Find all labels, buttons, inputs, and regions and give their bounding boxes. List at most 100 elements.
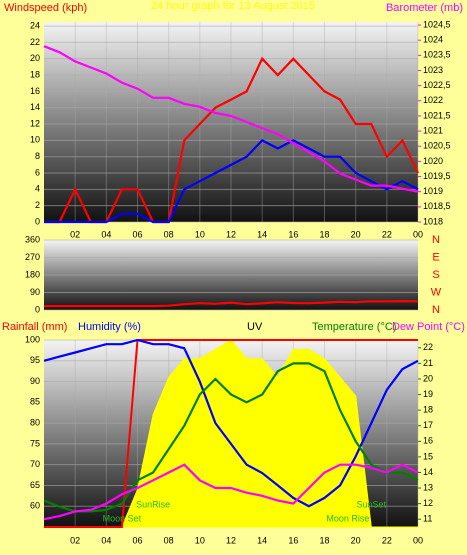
y2-tick-label: 1018 [423,216,443,226]
y-axis-label: Windspeed (kph) [4,2,87,14]
y-tick-label: 4 [35,184,40,194]
series-label: UV [247,321,263,333]
x-tick-label: 16 [288,535,298,545]
series-line [43,45,419,193]
x-tick-label: 10 [195,535,205,545]
direction-label: N [432,234,440,246]
y2-tick-label: 1020 [423,156,443,166]
y2-tick-label: 13 [423,482,433,492]
series-line [43,362,419,513]
y-tick-label: 8 [35,151,40,161]
y-tick-label: 100 [25,334,40,344]
direction-label: S [432,269,439,281]
y2-tick-label: 1021 [423,125,443,135]
y-tick-label: 2 [35,200,40,210]
y-tick-label: 0 [35,216,40,226]
y-tick-label: 90 [30,376,40,386]
y-tick-label: 6 [35,167,40,177]
x-tick-label: 10 [195,229,205,239]
y2-tick-label: 11 [423,514,432,524]
series-label: Temperature (°C) [312,321,396,333]
y2-tick-label: 1023 [423,65,443,75]
x-tick-label: 00 [413,229,423,239]
y-tick-label: 24 [30,20,40,30]
y2-tick-label: 15 [423,451,433,461]
y-tick-label: 85 [30,397,40,407]
y-tick-label: 12 [30,118,40,128]
y2-tick-label: 12 [423,498,433,508]
x-tick-label: 16 [288,229,298,239]
x-tick-label: 12 [226,229,236,239]
y2-tick-label: 1024 [423,35,443,45]
series-label: Humidity (%) [78,321,141,333]
annotation: Moon Rise [326,513,369,523]
x-tick-label: 08 [164,229,174,239]
y-tick-label: 65 [30,480,40,490]
y-tick-label: 270 [25,252,40,262]
x-tick-label: 22 [382,229,392,239]
y-tick-label: 60 [30,501,40,511]
y-tick-label: 70 [30,459,40,469]
y2-tick-label: 19 [423,389,433,399]
direction-label: E [432,251,439,263]
annotation: SunRise [136,499,170,509]
y-tick-label: 18 [30,69,40,79]
y2-tick-label: 22 [423,342,433,352]
y2-tick-label: 1023,5 [423,50,451,60]
y-tick-label: 22 [30,37,40,47]
series-label: Rainfall (mm) [2,321,67,333]
y-tick-label: 14 [30,102,40,112]
y2-tick-label: 1024,5 [423,19,451,29]
x-tick-label: 00 [413,535,423,545]
y2-tick-label: 1020,5 [423,141,451,151]
x-tick-label: 22 [382,535,392,545]
x-tick-label: 14 [257,229,267,239]
y2-tick-label: 18 [423,405,433,415]
direction-label: W [431,286,442,298]
x-tick-label: 06 [132,229,142,239]
y2-tick-label: 1022 [423,95,443,105]
y-tick-label: 95 [30,355,40,365]
y-tick-label: 10 [30,135,40,145]
y-tick-label: 80 [30,417,40,427]
y2-tick-label: 20 [423,373,433,383]
series-line [43,338,419,508]
x-tick-label: 04 [101,535,111,545]
series-line [44,339,418,528]
annotation: Moon Set [103,513,142,523]
y-tick-label: 360 [25,234,40,244]
y2-tick-label: 1022,5 [423,80,451,90]
y2-tick-label: 21 [423,358,433,368]
x-tick-label: 18 [319,229,329,239]
x-tick-label: 12 [226,535,236,545]
y-tick-label: 90 [30,287,40,297]
y-tick-label: 180 [25,269,40,279]
y2-tick-label: 16 [423,436,433,446]
x-tick-label: 02 [70,535,80,545]
series-line [44,139,419,224]
y-tick-label: 20 [30,53,40,63]
x-tick-label: 20 [351,535,361,545]
y2-axis-label: Barometer (mb) [386,2,463,14]
series-line [44,299,419,308]
x-tick-label: 18 [319,535,329,545]
y-tick-label: 16 [30,86,40,96]
y-tick-label: 75 [30,438,40,448]
series-label: Dew Point (°C) [392,321,465,333]
x-tick-label: 14 [257,535,267,545]
x-tick-label: 04 [101,229,111,239]
y2-tick-label: 17 [423,420,433,430]
x-tick-label: 02 [70,229,80,239]
series-line [43,463,419,521]
y2-tick-label: 1021,5 [423,110,451,120]
x-tick-label: 06 [132,535,142,545]
y2-tick-label: 1018,5 [423,201,451,211]
x-tick-label: 08 [164,535,174,545]
x-tick-label: 20 [351,229,361,239]
direction-label: N [432,304,440,316]
y2-tick-label: 14 [423,467,433,477]
annotation: SunSet [356,499,386,509]
chart-title: 24 hour graph for 13 August 2015 [151,0,315,12]
y-tick-label: 0 [35,304,40,314]
